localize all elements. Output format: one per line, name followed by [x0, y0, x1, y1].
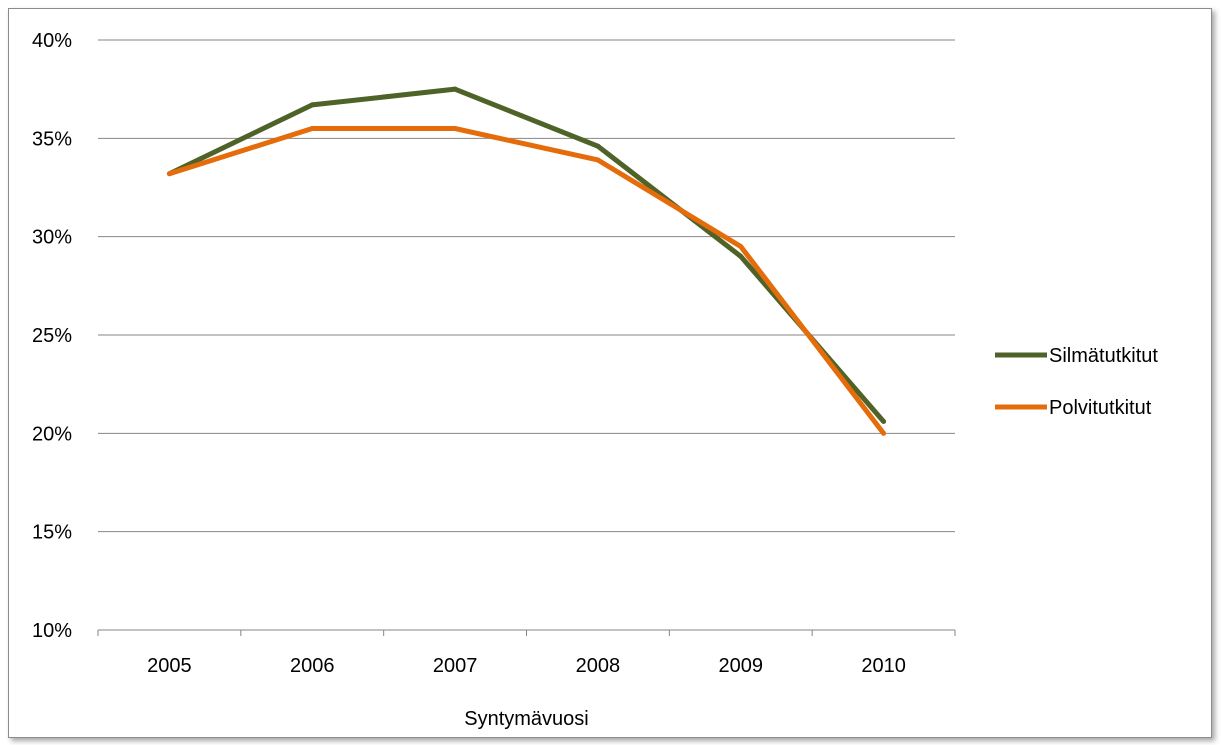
- series-lines: [166, 86, 887, 436]
- y-tick-label: 10%: [32, 620, 72, 642]
- data-point: [452, 86, 458, 92]
- y-tick-label: 40%: [32, 30, 72, 52]
- x-tick-label: 2009: [719, 655, 764, 677]
- series-line-1: [168, 86, 886, 424]
- y-tick-label: 25%: [32, 325, 72, 347]
- data-point: [166, 171, 172, 177]
- data-point: [595, 143, 601, 149]
- axes: 10% 15% 20% 25% 30% 35% 40% 2005 2006 2007 2008 200…: [32, 30, 956, 677]
- x-tick-label: 2010: [861, 655, 906, 677]
- y-tick-label: 20%: [32, 423, 72, 445]
- data-point: [738, 244, 744, 249]
- gridlines: [98, 39, 955, 533]
- y-tick-label: 30%: [32, 227, 72, 249]
- x-tick-label: 2006: [290, 655, 335, 677]
- chart-frame: [8, 8, 1212, 738]
- x-tick-label: 2008: [576, 655, 621, 677]
- legend: Silmätutkitut Polvitutkitut: [995, 345, 1158, 419]
- x-tick-label: 2007: [433, 655, 478, 677]
- data-point: [881, 430, 887, 436]
- x-tick-label: 2005: [147, 655, 192, 677]
- data-point: [309, 102, 315, 108]
- data-point: [309, 126, 315, 131]
- y-tick-label: 15%: [32, 522, 72, 544]
- data-point: [595, 157, 601, 163]
- legend-label: Silmätutkitut: [1049, 345, 1158, 367]
- data-point: [881, 419, 887, 425]
- legend-label: Polvitutkitut: [1049, 397, 1152, 419]
- y-tick-label: 35%: [32, 128, 72, 150]
- data-point: [738, 253, 744, 259]
- series-line-2: [168, 126, 886, 435]
- x-axis-title: Syntymävuosi: [464, 708, 589, 730]
- data-point: [452, 126, 458, 131]
